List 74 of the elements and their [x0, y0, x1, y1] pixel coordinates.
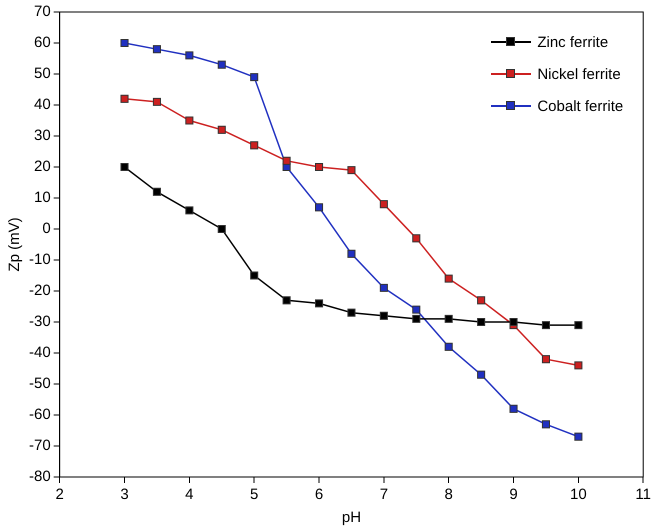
- point: [574, 321, 582, 330]
- x-tick-label: 10: [570, 486, 587, 504]
- point: [185, 206, 194, 214]
- y-tick-label: -40: [28, 344, 51, 362]
- point: [120, 162, 129, 172]
- point: [282, 296, 291, 304]
- y-tick-label: 10: [34, 189, 51, 206]
- y-tick-label: 20: [34, 158, 51, 176]
- point: [250, 73, 258, 82]
- y-tick-label: 50: [34, 65, 51, 82]
- point: [152, 45, 161, 54]
- x-tick-label: 2: [56, 486, 64, 504]
- y-tick-label: 0: [42, 220, 51, 238]
- y-tick-label: 30: [34, 127, 51, 144]
- point: [412, 314, 420, 323]
- y-tick-label: 60: [34, 34, 51, 52]
- x-tick-label: 7: [380, 486, 388, 504]
- point: [282, 156, 291, 165]
- x-tick-label: 6: [314, 486, 324, 504]
- y-tick-label: -10: [28, 251, 51, 268]
- point: [380, 284, 388, 292]
- point: [574, 361, 582, 370]
- point: [314, 299, 324, 308]
- y-tick-label: -20: [28, 282, 51, 300]
- y-tick-label: -70: [28, 437, 51, 454]
- point: [152, 188, 161, 196]
- y-tick-label: -30: [28, 313, 51, 330]
- x-axis-title: pH: [342, 509, 362, 526]
- point: [477, 370, 486, 379]
- point: [477, 296, 486, 304]
- y-axis-title: Zp (mV): [6, 217, 24, 272]
- point: [314, 162, 324, 172]
- point: [218, 126, 226, 134]
- point: [347, 308, 356, 317]
- y-tick-label: 70: [34, 3, 51, 20]
- point: [347, 250, 356, 258]
- x-tick-label: 5: [250, 486, 258, 504]
- point: [152, 98, 161, 106]
- point: [380, 312, 388, 320]
- point: [542, 355, 550, 364]
- x-tick-label: 11: [635, 486, 652, 504]
- point: [444, 342, 453, 351]
- point: [542, 420, 550, 428]
- point: [347, 166, 356, 174]
- point: [412, 234, 420, 242]
- legend-label: Zinc ferrite: [537, 34, 608, 50]
- point: [218, 60, 226, 69]
- point: [314, 203, 324, 212]
- point: [477, 318, 486, 326]
- point: [218, 224, 226, 234]
- point: [120, 38, 129, 48]
- point: [250, 271, 258, 280]
- x-tick-label: 3: [120, 486, 129, 504]
- y-tick-label: -50: [28, 375, 51, 392]
- point: [574, 432, 582, 441]
- point: [444, 314, 453, 323]
- point: [444, 274, 453, 283]
- x-tick-label: 8: [444, 486, 453, 504]
- x-tick-label: 9: [509, 486, 518, 504]
- y-tick-label: -80: [28, 468, 51, 486]
- point: [412, 306, 420, 314]
- point: [510, 404, 518, 413]
- x-tick-label: 4: [185, 486, 194, 504]
- point: [380, 200, 388, 208]
- legend-label: Cobalt ferrite: [537, 98, 624, 114]
- legend-label: Nickel ferrite: [537, 66, 621, 82]
- y-tick-label: -60: [28, 406, 51, 424]
- point: [185, 116, 194, 125]
- point: [510, 318, 518, 326]
- y-tick-label: 40: [34, 96, 51, 114]
- point: [542, 321, 550, 330]
- point: [120, 94, 129, 103]
- point: [250, 141, 258, 150]
- point: [185, 51, 194, 60]
